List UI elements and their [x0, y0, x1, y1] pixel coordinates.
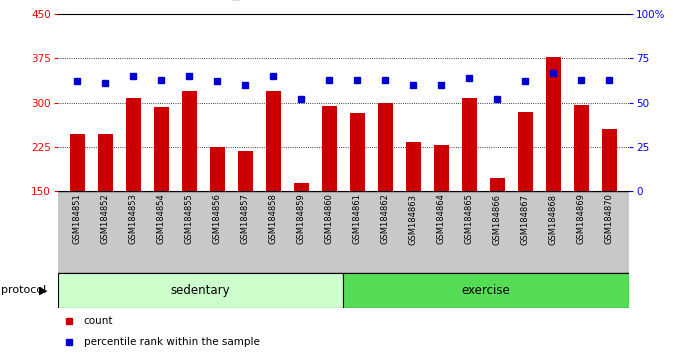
Text: GSM184860: GSM184860 — [325, 194, 334, 245]
Text: GSM184868: GSM184868 — [549, 194, 558, 245]
Bar — [322, 105, 337, 191]
Bar — [238, 151, 253, 191]
Text: GSM184853: GSM184853 — [129, 194, 138, 245]
Text: GSM184851: GSM184851 — [73, 194, 82, 244]
Bar — [266, 91, 281, 191]
Bar — [209, 147, 225, 191]
Text: exercise: exercise — [462, 284, 511, 297]
Text: GSM184854: GSM184854 — [157, 194, 166, 244]
Bar — [434, 145, 449, 191]
Text: GSM184852: GSM184852 — [101, 194, 110, 244]
Bar — [406, 142, 421, 191]
Bar — [546, 57, 561, 191]
Bar — [574, 105, 589, 191]
Bar — [602, 129, 617, 191]
Text: GSM184859: GSM184859 — [297, 194, 306, 244]
Text: GSM184867: GSM184867 — [521, 194, 530, 245]
Bar — [182, 91, 197, 191]
Text: GSM184865: GSM184865 — [465, 194, 474, 245]
Bar — [350, 113, 365, 191]
Bar — [462, 98, 477, 191]
Text: GSM184869: GSM184869 — [577, 194, 586, 245]
Text: GSM184856: GSM184856 — [213, 194, 222, 245]
Text: GSM184870: GSM184870 — [605, 194, 614, 245]
Text: protocol: protocol — [1, 285, 46, 295]
Text: count: count — [84, 316, 113, 326]
Text: GSM184864: GSM184864 — [437, 194, 446, 245]
Bar — [154, 107, 169, 191]
Bar — [517, 112, 533, 191]
Bar — [70, 134, 85, 191]
Bar — [98, 134, 113, 191]
FancyBboxPatch shape — [58, 273, 343, 308]
FancyBboxPatch shape — [343, 273, 629, 308]
Text: GSM184861: GSM184861 — [353, 194, 362, 245]
Text: percentile rank within the sample: percentile rank within the sample — [84, 337, 259, 348]
Bar — [294, 183, 309, 191]
Text: GSM184862: GSM184862 — [381, 194, 390, 245]
Text: GSM184863: GSM184863 — [409, 194, 418, 245]
Text: GSM184855: GSM184855 — [185, 194, 194, 244]
Text: GSM184866: GSM184866 — [493, 194, 502, 245]
Bar — [126, 98, 141, 191]
Text: GSM184857: GSM184857 — [241, 194, 250, 245]
Bar — [377, 103, 393, 191]
Bar — [490, 178, 505, 191]
Text: sedentary: sedentary — [171, 284, 231, 297]
Text: ▶: ▶ — [39, 285, 48, 295]
Text: GSM184858: GSM184858 — [269, 194, 278, 245]
